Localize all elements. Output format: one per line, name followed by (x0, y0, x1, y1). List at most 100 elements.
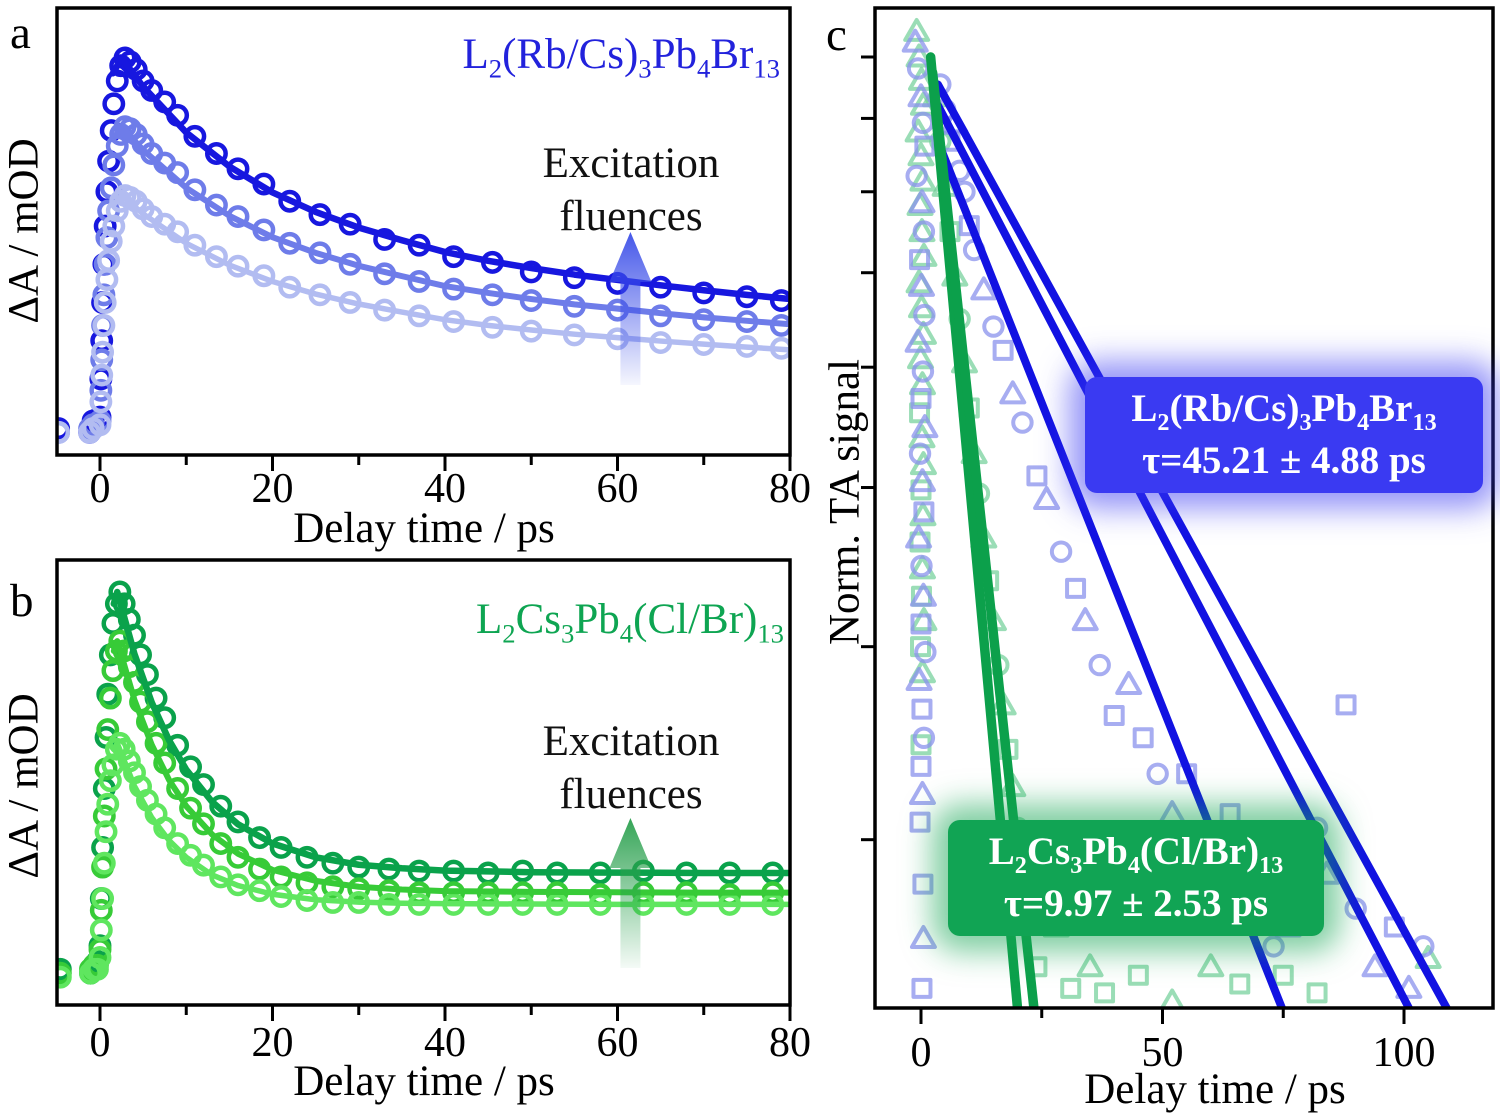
panel-c-frame (873, 6, 1495, 1010)
data-point-circle (209, 832, 233, 855)
data-point-circle (96, 718, 120, 741)
fit-line (109, 123, 790, 328)
data-point-triangle (1159, 988, 1185, 1008)
data-point-circle (88, 946, 112, 969)
data-point-circle (92, 851, 116, 875)
data-point-circle (93, 291, 117, 314)
data-point-circle (1088, 653, 1111, 677)
data-point-triangle (905, 43, 933, 68)
data-point-circle (94, 820, 118, 844)
data-point-circle (248, 826, 272, 850)
data-point-triangle (1076, 953, 1104, 978)
fit-line (927, 67, 1039, 1008)
data-point-triangle (908, 555, 936, 580)
data-point-square (913, 501, 935, 523)
data-point-circle (90, 363, 114, 387)
data-point-circle (209, 794, 233, 818)
data-point-triangle (909, 582, 937, 607)
data-point-square (909, 402, 931, 424)
data-point-circle (905, 164, 928, 188)
data-point-square (910, 388, 932, 410)
data-point-triangle (1361, 953, 1389, 978)
data-point-circle (1291, 846, 1314, 870)
data-point-square (911, 698, 933, 720)
data-point-square (910, 636, 932, 658)
data-point-triangle (970, 276, 998, 301)
fit-line (933, 101, 1414, 1008)
data-point-circle (57, 965, 72, 989)
fit-line (110, 638, 790, 896)
data-point-triangle (909, 925, 937, 950)
data-point-circle (226, 810, 250, 834)
data-point-square (1060, 977, 1082, 999)
data-point-triangle (1115, 670, 1143, 695)
data-point-triangle (999, 380, 1027, 405)
data-point-square (1065, 577, 1087, 599)
data-point-square (909, 811, 931, 833)
data-point-circle (91, 340, 115, 364)
data-point-circle (912, 220, 936, 243)
data-point-circle (1262, 935, 1285, 958)
data-point-circle (89, 378, 113, 402)
data-point-circle (88, 413, 112, 437)
data-point-square (1132, 727, 1154, 749)
data-point-square (909, 249, 931, 271)
data-point-circle (91, 887, 115, 910)
data-point-triangle (908, 468, 936, 493)
data-point-circle (914, 640, 937, 664)
data-point-square (1272, 964, 1294, 986)
data-point-circle (89, 390, 113, 414)
panel-b-plot-area (57, 580, 790, 989)
fit-line (933, 80, 1452, 1008)
data-point-circle (204, 193, 228, 217)
data-point-triangle (907, 83, 935, 108)
data-point-circle (908, 442, 932, 465)
data-point-triangle (905, 667, 933, 692)
data-point-circle (1189, 831, 1213, 854)
data-point-circle (85, 957, 109, 981)
data-point-triangle (1042, 913, 1070, 938)
data-point-triangle (910, 242, 938, 267)
data-point-circle (92, 804, 116, 828)
data-point-square (910, 613, 932, 635)
data-point-circle (1146, 762, 1169, 786)
data-point-circle (204, 142, 228, 165)
data-point-square (1229, 973, 1251, 995)
data-point-circle (192, 812, 215, 836)
data-point-triangle (908, 371, 936, 396)
data-point-triangle (904, 328, 932, 353)
data-point-square (1219, 803, 1241, 825)
fit-line (110, 588, 790, 877)
data-point-circle (98, 686, 122, 710)
data-point-circle (911, 360, 935, 383)
data-point-triangle (1197, 953, 1225, 978)
fit-line (111, 740, 790, 908)
data-point-triangle (1395, 974, 1423, 999)
data-point-square (1306, 982, 1328, 1004)
data-point-triangle (910, 607, 938, 632)
data-point-square (910, 755, 932, 777)
data-point-circle (913, 303, 936, 327)
data-point-square (1335, 694, 1357, 716)
data-point-circle (183, 124, 207, 148)
data-point-triangle (903, 17, 931, 42)
data-point-square (1094, 982, 1116, 1004)
data-point-circle (1011, 411, 1034, 434)
panel-c-plot-area (901, 17, 1452, 1008)
data-point-triangle (1158, 800, 1186, 825)
data-point-triangle (1245, 860, 1273, 885)
data-point-square (992, 339, 1014, 361)
panel-b-frame (55, 558, 792, 1007)
panel-a-frame (55, 6, 792, 457)
fluence-arrow-icon (609, 232, 652, 385)
data-point-circle (226, 873, 250, 897)
data-point-circle (89, 918, 113, 942)
data-point-triangle (1274, 913, 1302, 938)
data-point-circle (96, 792, 120, 816)
data-point-circle (912, 726, 936, 749)
data-point-triangle (901, 28, 929, 53)
data-point-square (1103, 705, 1125, 727)
data-point-square (1026, 465, 1048, 487)
